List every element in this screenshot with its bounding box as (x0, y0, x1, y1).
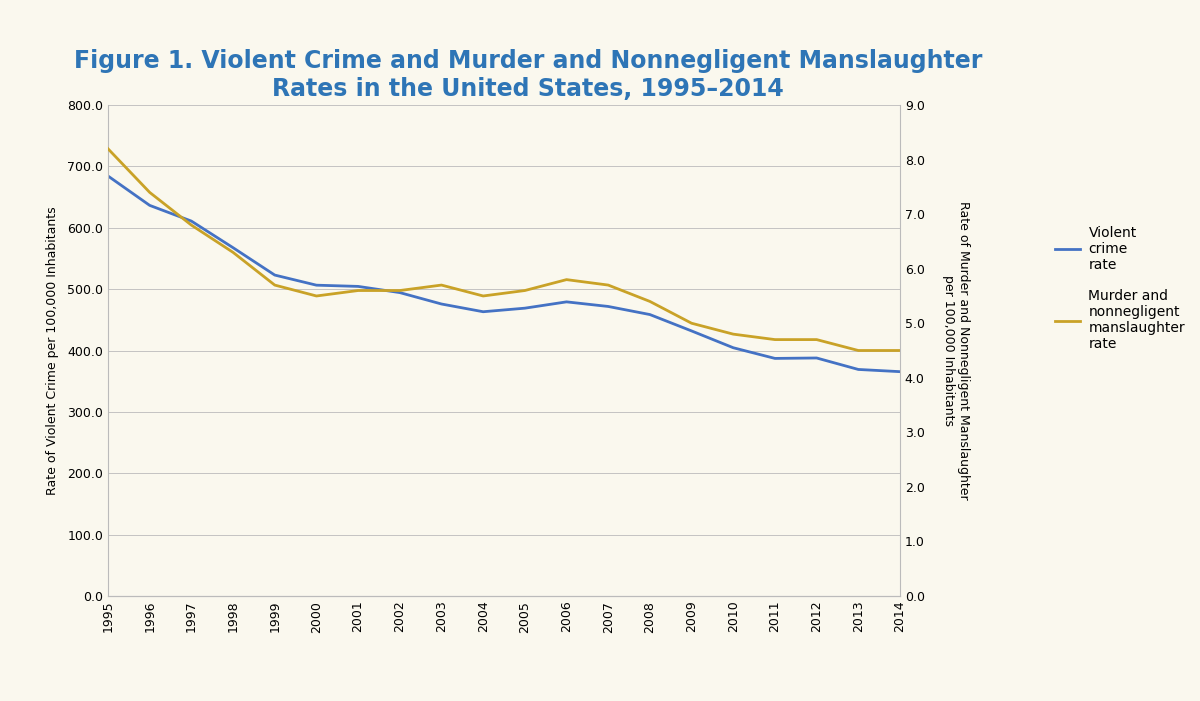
Legend: Violent
crime
rate, Murder and
nonnegligent
manslaughter
rate: Violent crime rate, Murder and nonneglig… (1050, 220, 1190, 357)
Violent
crime
rate (810, 354, 824, 362)
Violent
crime
rate (226, 243, 240, 252)
Murder and
nonnegligent
manslaughter
rate (184, 221, 198, 229)
Murder and
nonnegligent
manslaughter
rate (310, 292, 324, 300)
Murder and
nonnegligent
manslaughter
rate (392, 286, 407, 294)
Violent
crime
rate (726, 343, 740, 352)
Violent
crime
rate (517, 304, 532, 313)
Murder and
nonnegligent
manslaughter
rate (851, 346, 865, 355)
Violent
crime
rate (476, 308, 491, 316)
Violent
crime
rate (184, 217, 198, 225)
Violent
crime
rate (684, 327, 698, 335)
Murder and
nonnegligent
manslaughter
rate (268, 281, 282, 290)
Murder and
nonnegligent
manslaughter
rate (559, 275, 574, 284)
Violent
crime
rate (643, 311, 658, 319)
Murder and
nonnegligent
manslaughter
rate (434, 281, 449, 290)
Line: Murder and
nonnegligent
manslaughter
rate: Murder and nonnegligent manslaughter rat… (108, 149, 900, 350)
Murder and
nonnegligent
manslaughter
rate (601, 281, 616, 290)
Murder and
nonnegligent
manslaughter
rate (101, 144, 115, 153)
Violent
crime
rate (310, 281, 324, 290)
Violent
crime
rate (434, 300, 449, 308)
Murder and
nonnegligent
manslaughter
rate (350, 286, 365, 294)
Murder and
nonnegligent
manslaughter
rate (810, 335, 824, 343)
Violent
crime
rate (601, 302, 616, 311)
Y-axis label: Rate of Violent Crime per 100,000 Inhabitants: Rate of Violent Crime per 100,000 Inhabi… (46, 206, 59, 495)
Violent
crime
rate (851, 365, 865, 374)
Murder and
nonnegligent
manslaughter
rate (476, 292, 491, 300)
Murder and
nonnegligent
manslaughter
rate (726, 330, 740, 339)
Violent
crime
rate (268, 271, 282, 279)
Murder and
nonnegligent
manslaughter
rate (643, 297, 658, 306)
Y-axis label: Rate of Murder and Nonnegligent Manslaughter
per 100,000 Inhabitants: Rate of Murder and Nonnegligent Manslaug… (942, 201, 970, 500)
Murder and
nonnegligent
manslaughter
rate (768, 335, 782, 343)
Murder and
nonnegligent
manslaughter
rate (893, 346, 907, 355)
Murder and
nonnegligent
manslaughter
rate (226, 248, 240, 257)
Line: Violent
crime
rate: Violent crime rate (108, 176, 900, 372)
Violent
crime
rate (893, 367, 907, 376)
Violent
crime
rate (559, 298, 574, 306)
Text: Figure 1. Violent Crime and Murder and Nonnegligent Manslaughter
Rates in the Un: Figure 1. Violent Crime and Murder and N… (74, 49, 982, 101)
Murder and
nonnegligent
manslaughter
rate (684, 319, 698, 327)
Violent
crime
rate (350, 283, 365, 291)
Murder and
nonnegligent
manslaughter
rate (143, 188, 157, 196)
Violent
crime
rate (143, 201, 157, 210)
Murder and
nonnegligent
manslaughter
rate (517, 286, 532, 294)
Violent
crime
rate (392, 288, 407, 297)
Violent
crime
rate (768, 354, 782, 362)
Violent
crime
rate (101, 172, 115, 180)
